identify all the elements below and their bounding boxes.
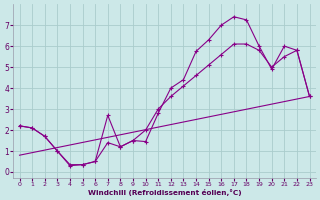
X-axis label: Windchill (Refroidissement éolien,°C): Windchill (Refroidissement éolien,°C): [88, 189, 241, 196]
